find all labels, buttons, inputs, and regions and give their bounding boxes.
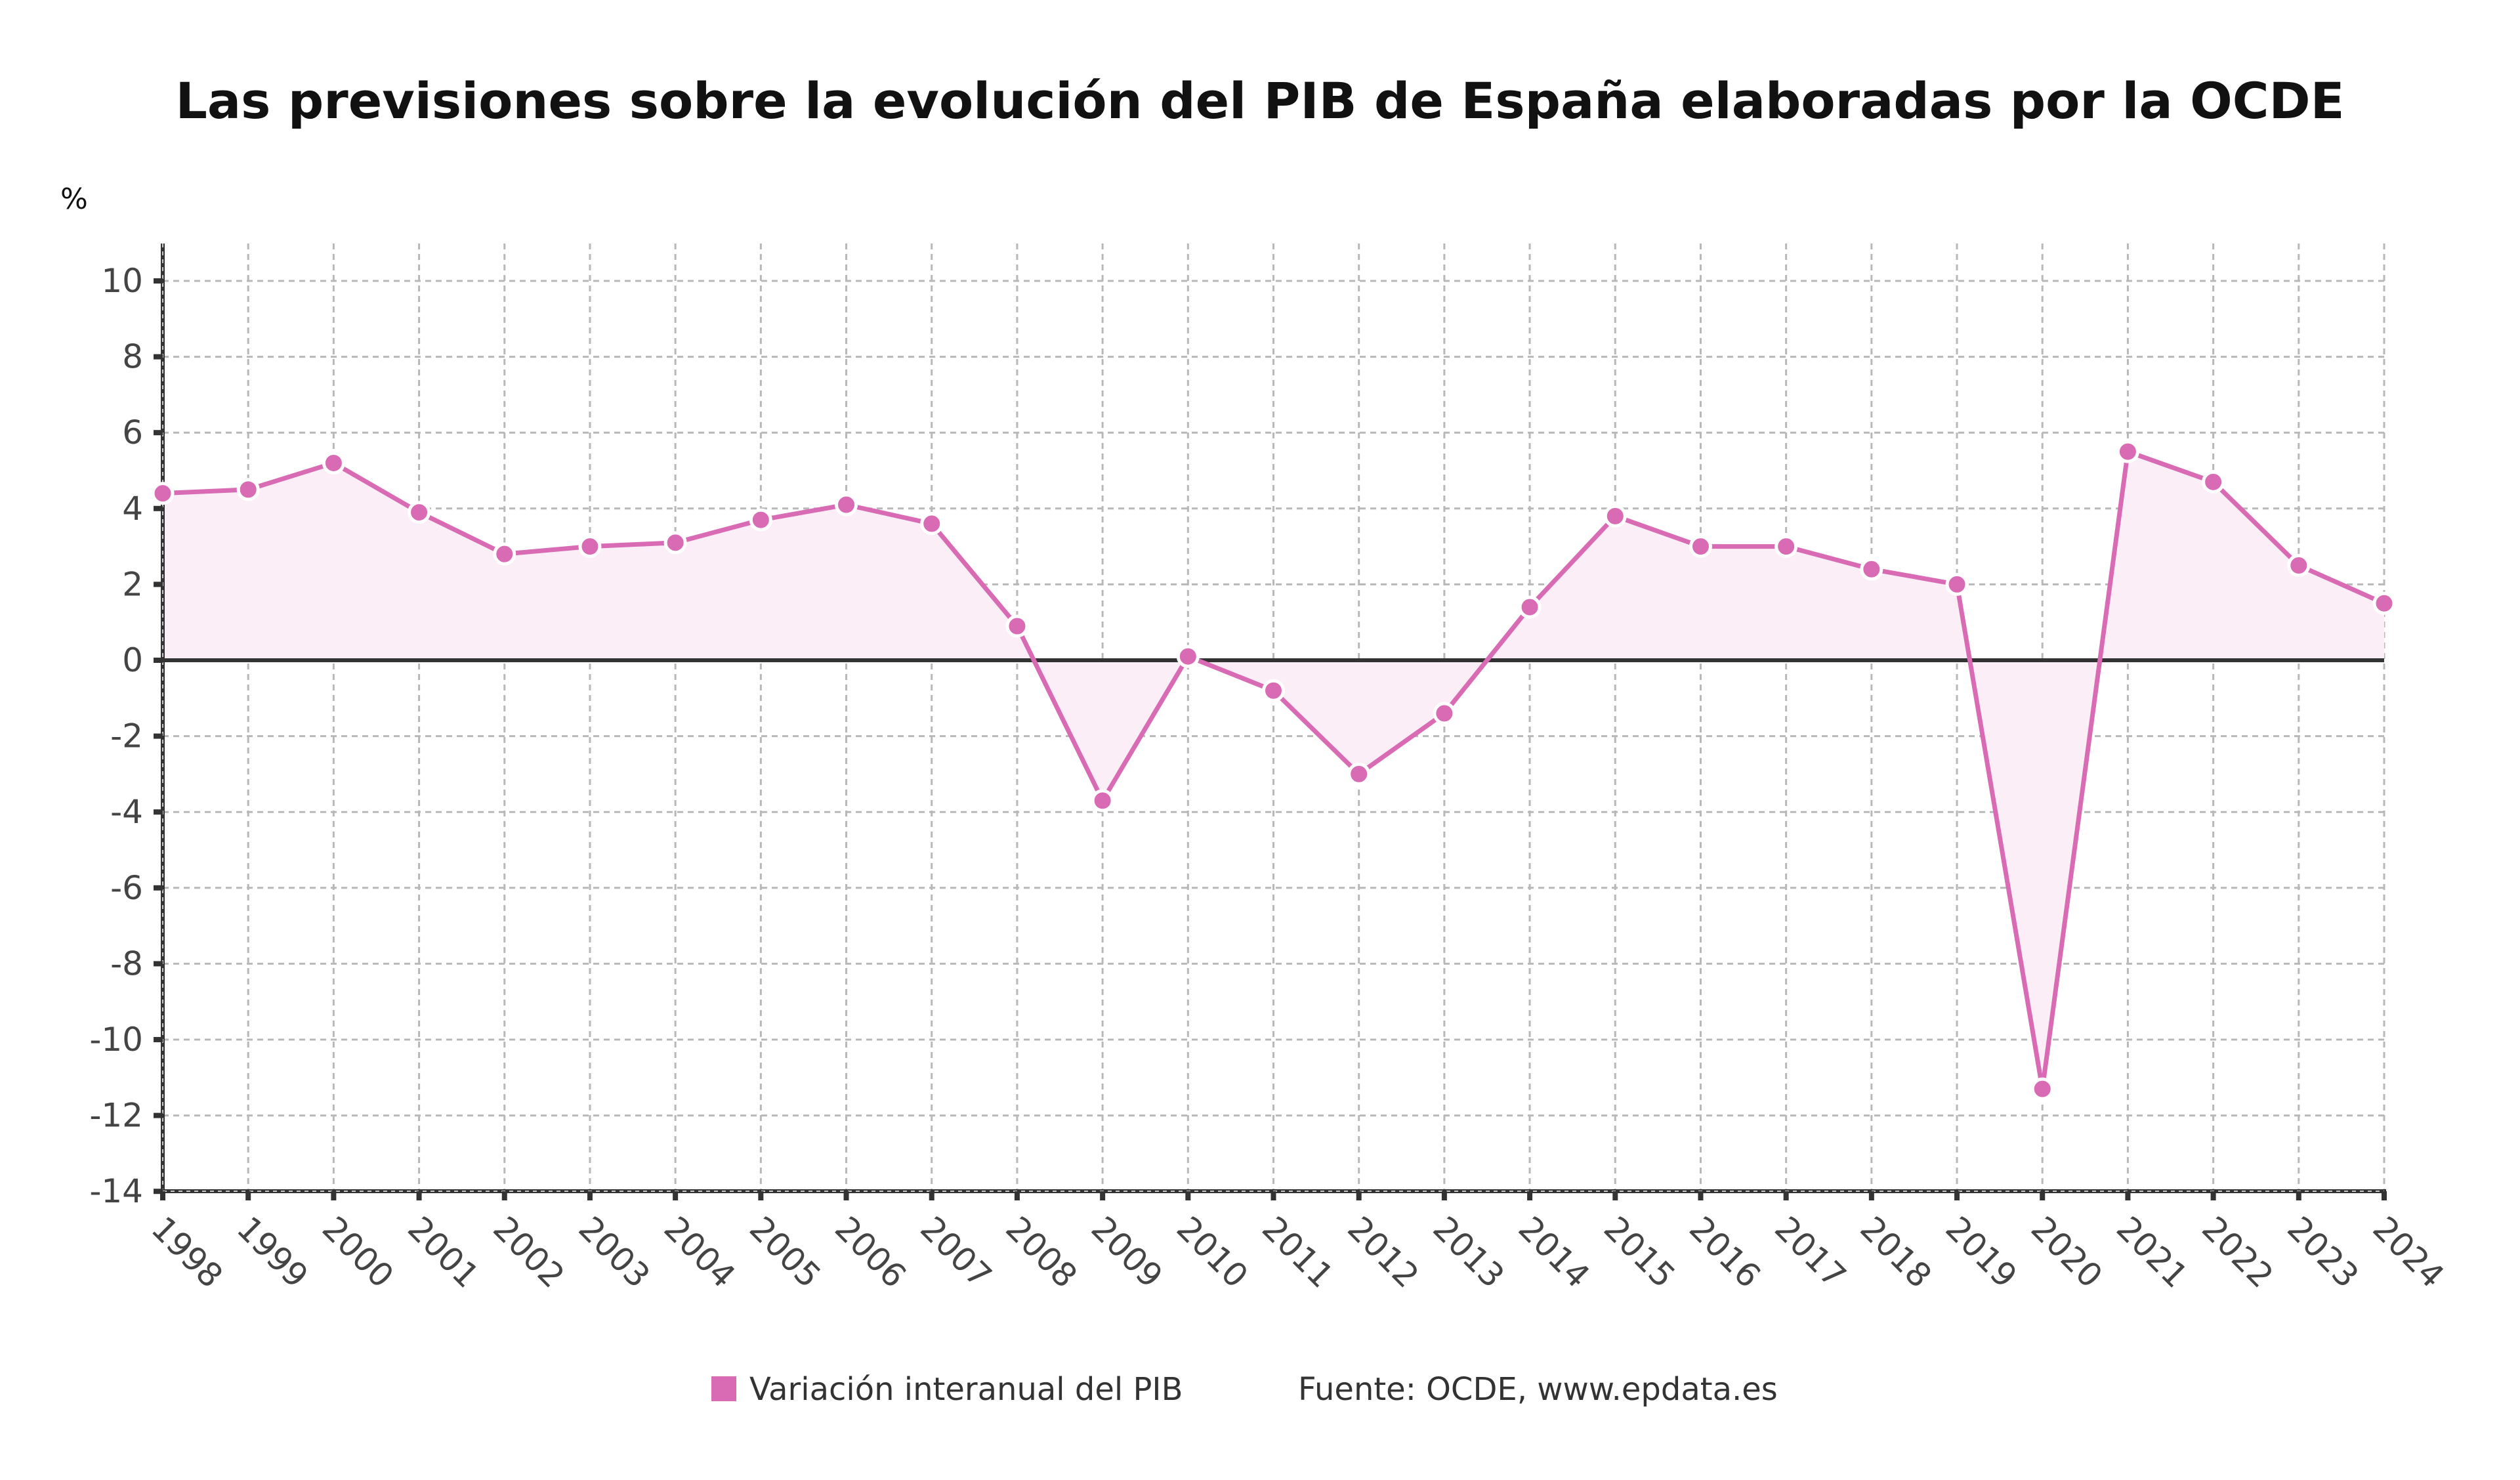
data-point-2004[interactable] bbox=[663, 531, 687, 555]
x-tick-label: 2013 bbox=[1425, 1209, 1511, 1295]
data-point-2014[interactable] bbox=[1518, 595, 1542, 619]
y-tick-label: -10 bbox=[89, 1021, 143, 1059]
data-point-2023[interactable] bbox=[2287, 554, 2311, 577]
y-tick-label: 0 bbox=[122, 641, 143, 679]
series-markers bbox=[151, 440, 2396, 1101]
data-point-2021[interactable] bbox=[2116, 440, 2139, 463]
x-tick-label: 2000 bbox=[315, 1209, 401, 1295]
x-tick-label: 2003 bbox=[571, 1209, 657, 1295]
y-tick-label: -6 bbox=[110, 869, 143, 907]
y-tick-label: 2 bbox=[122, 565, 143, 603]
y-tick-label: -14 bbox=[89, 1172, 143, 1210]
data-point-2005[interactable] bbox=[749, 508, 772, 532]
y-tick-label: 10 bbox=[101, 262, 143, 300]
x-tick-label: 2023 bbox=[2280, 1209, 2366, 1295]
x-tick-label: 2001 bbox=[400, 1209, 486, 1295]
data-point-2007[interactable] bbox=[920, 512, 944, 536]
x-tick-label: 1998 bbox=[144, 1209, 230, 1295]
y-tick-label: -8 bbox=[110, 944, 143, 983]
y-tick-label: -4 bbox=[110, 793, 143, 831]
data-point-2008[interactable] bbox=[1005, 614, 1029, 638]
data-point-2012[interactable] bbox=[1347, 762, 1371, 786]
x-tick-label: 2018 bbox=[1853, 1209, 1939, 1295]
y-axis-unit-label: % bbox=[60, 182, 88, 216]
x-tick-label: 2020 bbox=[2024, 1209, 2110, 1295]
chart-title: Las previsiones sobre la evolución del P… bbox=[175, 72, 2344, 130]
data-point-2013[interactable] bbox=[1433, 702, 1456, 725]
x-tick-label: 2021 bbox=[2109, 1209, 2195, 1295]
x-tick-label: 2009 bbox=[1084, 1209, 1170, 1295]
data-point-2018[interactable] bbox=[1860, 557, 1883, 581]
data-point-2022[interactable] bbox=[2202, 470, 2225, 494]
data-point-2002[interactable] bbox=[493, 542, 516, 566]
axes bbox=[154, 243, 2387, 1200]
x-tick-label: 2004 bbox=[657, 1209, 743, 1295]
x-tick-label: 2015 bbox=[1597, 1209, 1683, 1295]
data-point-2017[interactable] bbox=[1774, 535, 1798, 559]
data-point-1998[interactable] bbox=[151, 482, 175, 505]
y-tick-label: -2 bbox=[110, 717, 143, 755]
data-point-2016[interactable] bbox=[1689, 535, 1712, 559]
y-tick-label: -12 bbox=[89, 1097, 143, 1135]
x-axis-tick-labels: 1998 1999 2000 2001 2002 2003 2004 2005 2006 2007… bbox=[144, 1209, 2452, 1295]
y-tick-label: 6 bbox=[122, 413, 143, 452]
x-tick-label: 2005 bbox=[742, 1209, 828, 1295]
y-tick-label: 8 bbox=[122, 338, 143, 376]
x-tick-label: 2008 bbox=[998, 1209, 1084, 1295]
data-point-2019[interactable] bbox=[1945, 572, 1969, 596]
x-tick-label: 2010 bbox=[1169, 1209, 1255, 1295]
data-point-2024[interactable] bbox=[2372, 591, 2396, 615]
y-tick-label: 4 bbox=[122, 490, 143, 528]
y-axis-tick-labels: 10 8 6 4 2 0 -2 -4 -6 -8 -10 -12 -14 bbox=[89, 262, 143, 1210]
data-point-2010[interactable] bbox=[1176, 645, 1200, 668]
data-point-2000[interactable] bbox=[322, 451, 345, 475]
x-tick-label: 2019 bbox=[1939, 1209, 2025, 1295]
data-point-2020[interactable] bbox=[2030, 1077, 2054, 1101]
data-point-2001[interactable] bbox=[408, 501, 431, 524]
series-area-fill bbox=[163, 452, 2384, 1089]
x-tick-label: 2012 bbox=[1340, 1209, 1426, 1295]
legend: Variación interanual del PIB Fuente: OCD… bbox=[711, 1371, 1778, 1408]
data-point-2006[interactable] bbox=[835, 493, 858, 517]
legend-label-pib: Variación interanual del PIB bbox=[749, 1371, 1183, 1408]
x-tick-label: 2011 bbox=[1255, 1209, 1341, 1295]
x-tick-label: 2024 bbox=[2366, 1209, 2452, 1295]
data-point-2009[interactable] bbox=[1091, 789, 1114, 813]
x-tick-label: 2007 bbox=[913, 1209, 999, 1295]
source-note: Fuente: OCDE, www.epdata.es bbox=[1298, 1371, 1778, 1408]
data-point-2015[interactable] bbox=[1603, 504, 1627, 528]
data-point-2011[interactable] bbox=[1262, 679, 1285, 702]
x-tick-label: 2002 bbox=[486, 1209, 572, 1295]
x-tick-label: 2016 bbox=[1682, 1209, 1768, 1295]
x-tick-label: 2017 bbox=[1767, 1209, 1853, 1295]
data-point-2003[interactable] bbox=[578, 535, 602, 559]
x-tick-label: 2014 bbox=[1511, 1209, 1597, 1295]
x-tick-label: 2022 bbox=[2194, 1209, 2280, 1295]
legend-swatch-pib bbox=[711, 1376, 736, 1401]
x-tick-label: 1999 bbox=[230, 1209, 316, 1295]
data-point-1999[interactable] bbox=[236, 478, 260, 501]
x-tick-label: 2006 bbox=[828, 1209, 914, 1295]
